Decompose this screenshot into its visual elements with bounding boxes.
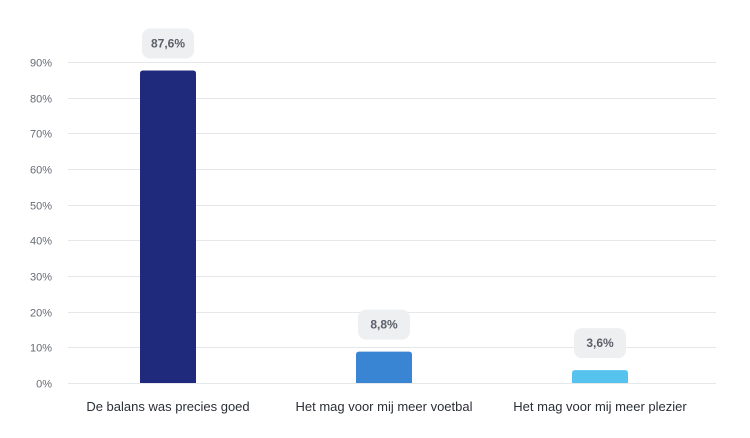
x-category-label: Het mag voor mij meer plezier — [513, 399, 687, 414]
bar-3 — [572, 370, 628, 383]
y-tick-label: 40% — [30, 236, 52, 248]
y-tick-label: 70% — [30, 129, 52, 141]
y-tick-label: 60% — [30, 165, 52, 177]
data-label: 8,8% — [370, 318, 398, 332]
y-tick-label: 50% — [30, 201, 52, 213]
data-label-box — [358, 309, 410, 340]
y-tick-label: 90% — [30, 58, 52, 70]
bar-2 — [356, 351, 412, 383]
data-label-box — [142, 28, 194, 59]
y-tick-label: 30% — [30, 272, 52, 284]
x-category-label: De balans was precies goed — [86, 399, 249, 414]
y-tick-label: 20% — [30, 308, 52, 320]
y-tick-label: 0% — [36, 379, 52, 391]
y-tick-label: 80% — [30, 94, 52, 106]
data-label-box — [574, 328, 626, 359]
bar-1 — [140, 70, 196, 383]
data-label: 87,6% — [151, 37, 185, 51]
y-tick-label: 10% — [30, 343, 52, 355]
data-label: 3,6% — [586, 336, 614, 350]
x-category-label: Het mag voor mij meer voetbal — [295, 399, 472, 414]
